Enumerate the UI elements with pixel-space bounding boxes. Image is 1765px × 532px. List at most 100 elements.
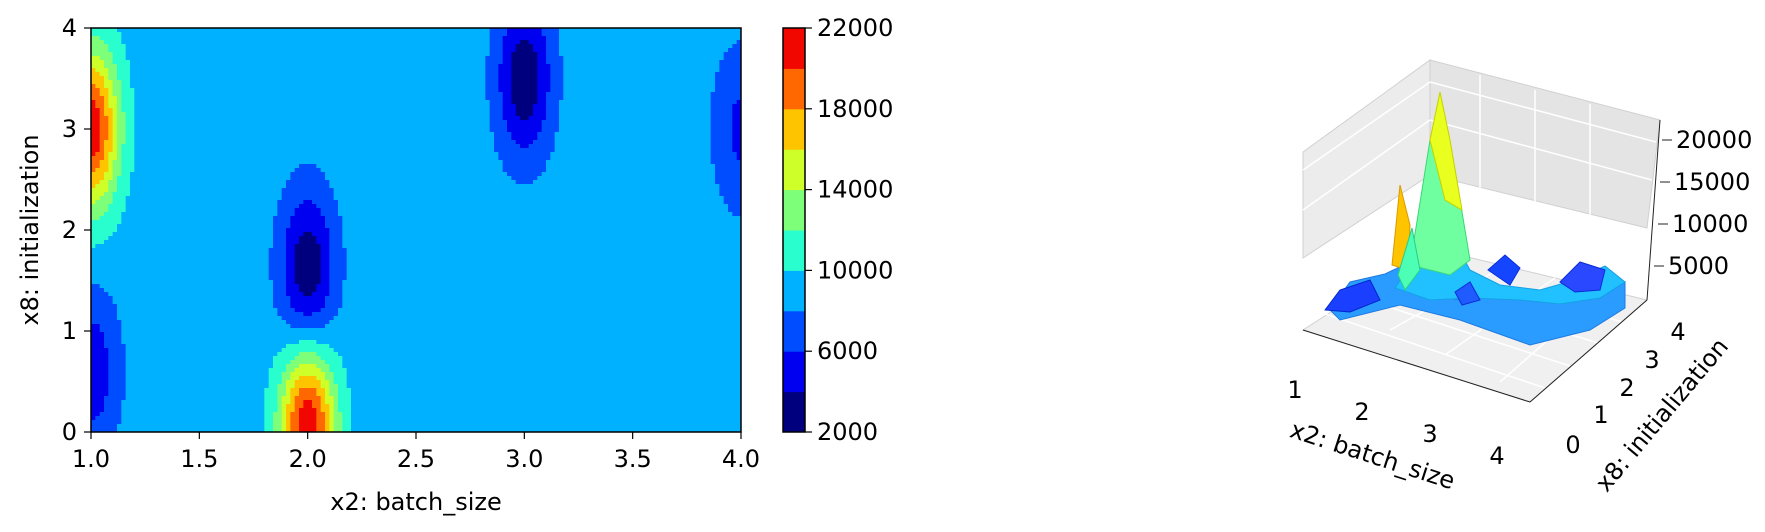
contour-cell [91,264,270,269]
contour-cell [563,76,716,81]
contour-cell [112,128,118,133]
contour-cell [273,236,287,241]
contour-cell [112,116,118,121]
contour-cell [117,428,265,432]
contour-cell [277,208,296,213]
contour-cell [719,184,741,189]
contour-cell [104,192,114,197]
contour-cell [329,284,343,289]
contour-cell [299,416,317,421]
contour-cell [290,428,300,432]
contour-cell [99,140,105,145]
z3d-tick-label: 20000 [1676,126,1752,154]
contour-cell [715,72,741,77]
contour-cell [559,28,741,33]
contour-cell [511,132,538,137]
contour-cell [559,124,712,129]
contour-cell [130,68,486,73]
contour-cell [286,380,296,385]
contour-cell [91,92,101,97]
contour-cell [320,272,330,277]
contour-cell [112,148,118,153]
contour-cell [329,288,343,293]
colorbar-tick-label: 22000 [817,14,893,42]
contour-cell [117,184,131,189]
contour-cell [342,216,741,221]
contour-cell [312,400,322,405]
contour-cell [294,168,322,173]
y-axis-label: x8: initialization [16,134,44,325]
contour-cell [537,92,547,97]
contour-cell [346,376,741,381]
contour-cell [498,152,551,157]
contour-cell [99,164,109,169]
contour-cell [273,428,283,432]
contour-cell [325,296,343,301]
contour-cell [108,352,127,357]
contour-cell [117,64,131,69]
contour-cell [125,44,491,49]
contour-cell [502,116,521,121]
contour-cell [134,168,296,173]
contour-cell [294,308,322,313]
contour-cell [294,280,322,285]
contour-cell [273,220,291,225]
contour-cell [338,400,352,405]
contour-cell [286,236,300,241]
contour-cell [351,428,741,432]
contour-cell [563,92,712,97]
contour-cell [91,284,101,289]
contour-cell [710,128,733,133]
contour-cell [710,132,733,137]
contour-cell [294,396,322,401]
contour-cell [99,324,122,329]
contour-cell [485,76,499,81]
contour-cell [563,60,720,65]
contour-cell [117,304,274,309]
contour-cell [91,276,270,281]
contour-cell [333,348,741,353]
contour-cell [303,400,313,405]
contour-cell [281,416,287,421]
contour-cell [559,52,725,57]
contour-cell [736,152,741,157]
z-axis-3d: 5000 10000 15000 20000 [1654,126,1752,280]
contour-cell [710,112,733,117]
contour-cell [108,384,127,389]
contour-cell [91,36,101,41]
contour-cell [125,372,270,377]
contour-cell [736,156,741,161]
contour-cell [117,132,127,137]
contour-cell [333,428,343,432]
contour-cell [277,212,296,217]
contour-cell [286,364,300,369]
contour-cell [108,48,127,53]
contour-cell [546,60,564,65]
contour-cell [268,252,287,257]
x-tick-label: 3.5 [614,445,652,473]
contour-cell [99,116,109,121]
x-tick-label: 1.0 [72,445,110,473]
x-tick-label: 1.5 [180,445,218,473]
contour-cell [286,252,296,257]
contour-cell [502,52,512,57]
contour-cell [299,352,317,357]
contour-cell [108,380,127,385]
contour-cell [91,88,101,93]
contour-cell [299,388,317,393]
contour-cell [489,28,508,33]
y-tick-label: 4 [62,14,77,42]
contour-cell [112,120,118,125]
contour-cell [273,356,296,361]
contour-cell [286,276,296,281]
contour-cell [273,424,283,429]
contour-cell [489,36,504,41]
contour-cell [537,132,556,137]
contour-cell [494,132,512,137]
contour-cell [91,132,101,137]
contour-cell [125,116,135,121]
contour-cell [112,140,118,145]
contour-cell [541,28,560,33]
contour-cell [338,404,352,409]
contour-cell [91,100,96,105]
